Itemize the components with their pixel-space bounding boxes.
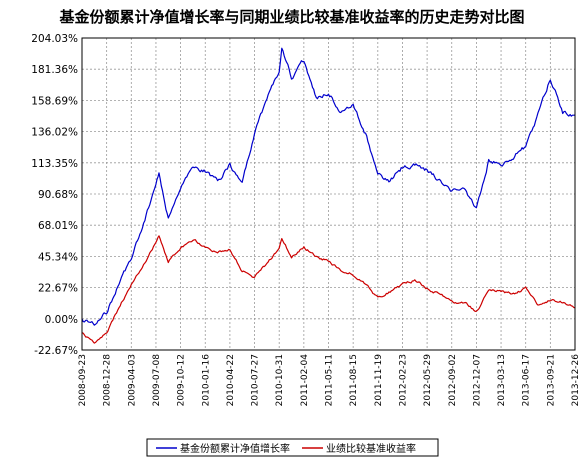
- x-tick-label: 2009-07-08: [152, 354, 162, 407]
- y-axis: 204.03% 181.36% 158.69% 136.02% 113.35% 90.68…: [31, 33, 78, 357]
- legend-label-fund: 基金份额累计净值增长率: [180, 442, 290, 455]
- x-tick-label: 2010-01-16: [201, 354, 211, 407]
- x-tick-label: 2013-03-13: [497, 354, 507, 406]
- y-tick-label: 113.35%: [31, 158, 78, 170]
- y-tick-label: 90.68%: [38, 189, 78, 201]
- x-tick-label: 2012-02-23: [398, 354, 408, 406]
- x-axis: 2008-09-23 2008-12-28 2009-04-03 2009-07-08…: [78, 354, 581, 407]
- x-tick-label: 2008-12-28: [103, 354, 113, 407]
- y-tick-label: 204.03%: [31, 33, 78, 45]
- grid: [82, 38, 575, 350]
- x-tick-label: 2011-11-19: [374, 354, 384, 407]
- x-tick-label: 2008-09-23: [78, 354, 88, 406]
- y-tick-label: 0.00%: [45, 314, 78, 326]
- legend: 基金份额累计净值增长率 业绩比较基准收益率: [146, 438, 439, 457]
- y-tick-label: 45.34%: [38, 251, 78, 263]
- y-tick-label: 158.69%: [31, 95, 78, 107]
- x-tick-label: 2013-09-21: [546, 354, 556, 406]
- y-tick-label: 22.67%: [38, 283, 78, 295]
- x-tick-label: 2011-02-04: [300, 354, 310, 407]
- y-tick-label: -22.67%: [34, 345, 78, 357]
- x-tick-label: 2010-07-27: [251, 354, 261, 406]
- legend-box: [146, 438, 439, 457]
- x-tick-label: 2009-04-03: [127, 354, 137, 406]
- series-line-benchmark: [81, 235, 576, 344]
- y-tick-label: 68.01%: [38, 220, 78, 232]
- y-tick-label: 181.36%: [31, 64, 78, 76]
- series-line-fund: [81, 47, 576, 326]
- x-tick-label: 2013-12-26: [571, 354, 581, 407]
- legend-label-benchmark: 业绩比较基准收益率: [326, 442, 416, 455]
- x-tick-label: 2012-12-07: [472, 354, 482, 406]
- x-tick-label: 2009-10-12: [177, 354, 187, 406]
- x-tick-label: 2011-05-11: [325, 354, 335, 406]
- x-tick-label: 2010-10-31: [275, 354, 285, 406]
- y-tick-label: 136.02%: [31, 127, 78, 139]
- plot-frame: [81, 37, 576, 351]
- x-tick-label: 2013-06-17: [522, 354, 532, 406]
- series-layer: [81, 47, 576, 344]
- chart-title: 基金份额累计净值增长率与同期业绩比较基准收益率的历史走势对比图: [58, 8, 524, 26]
- x-tick-label: 2012-09-02: [448, 354, 458, 406]
- x-tick-label: 2010-04-22: [226, 354, 236, 406]
- x-tick-label: 2012-05-29: [423, 354, 433, 407]
- x-tick-label: 2011-08-15: [349, 354, 359, 406]
